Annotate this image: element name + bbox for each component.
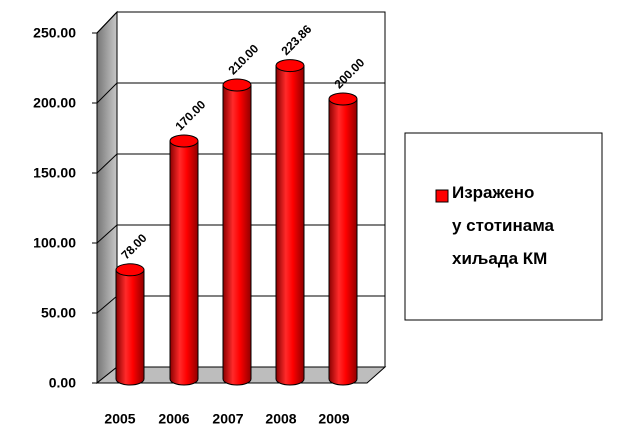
x-tick-label: 2005: [104, 411, 135, 427]
x-tick-label: 2006: [158, 411, 189, 427]
legend-label: Изражено у стотинама хиљада КМ: [452, 183, 554, 268]
side-wall: [96, 10, 118, 385]
y-tick-label: 200.00: [33, 95, 76, 111]
grid-line: [96, 295, 118, 314]
y-tick-label: 250.00: [33, 25, 76, 41]
y-tick-label: 100.00: [33, 235, 76, 251]
grid-line: [96, 224, 118, 244]
grid-line: [96, 153, 118, 174]
bar: [169, 134, 199, 386]
bar: [115, 263, 145, 386]
data-label: 223.86: [278, 22, 314, 58]
legend-marker: [435, 189, 449, 203]
y-tick-label: 0.00: [49, 375, 76, 391]
grid-line: [96, 11, 118, 34]
x-tick-label: 2009: [318, 411, 349, 427]
grid-line: [96, 82, 118, 104]
legend-box: [404, 132, 603, 321]
data-label: 170.00: [172, 97, 208, 133]
data-label: 78.00: [118, 231, 149, 262]
bar: [222, 78, 252, 386]
bar: [328, 92, 358, 386]
y-tick-label: 50.00: [41, 305, 76, 321]
bar: [275, 59, 305, 386]
x-tick-label: 2008: [265, 411, 296, 427]
data-label: 210.00: [225, 41, 261, 77]
x-tick-label: 2007: [212, 411, 243, 427]
y-tick-label: 150.00: [33, 165, 76, 181]
data-label: 200.00: [331, 55, 367, 91]
